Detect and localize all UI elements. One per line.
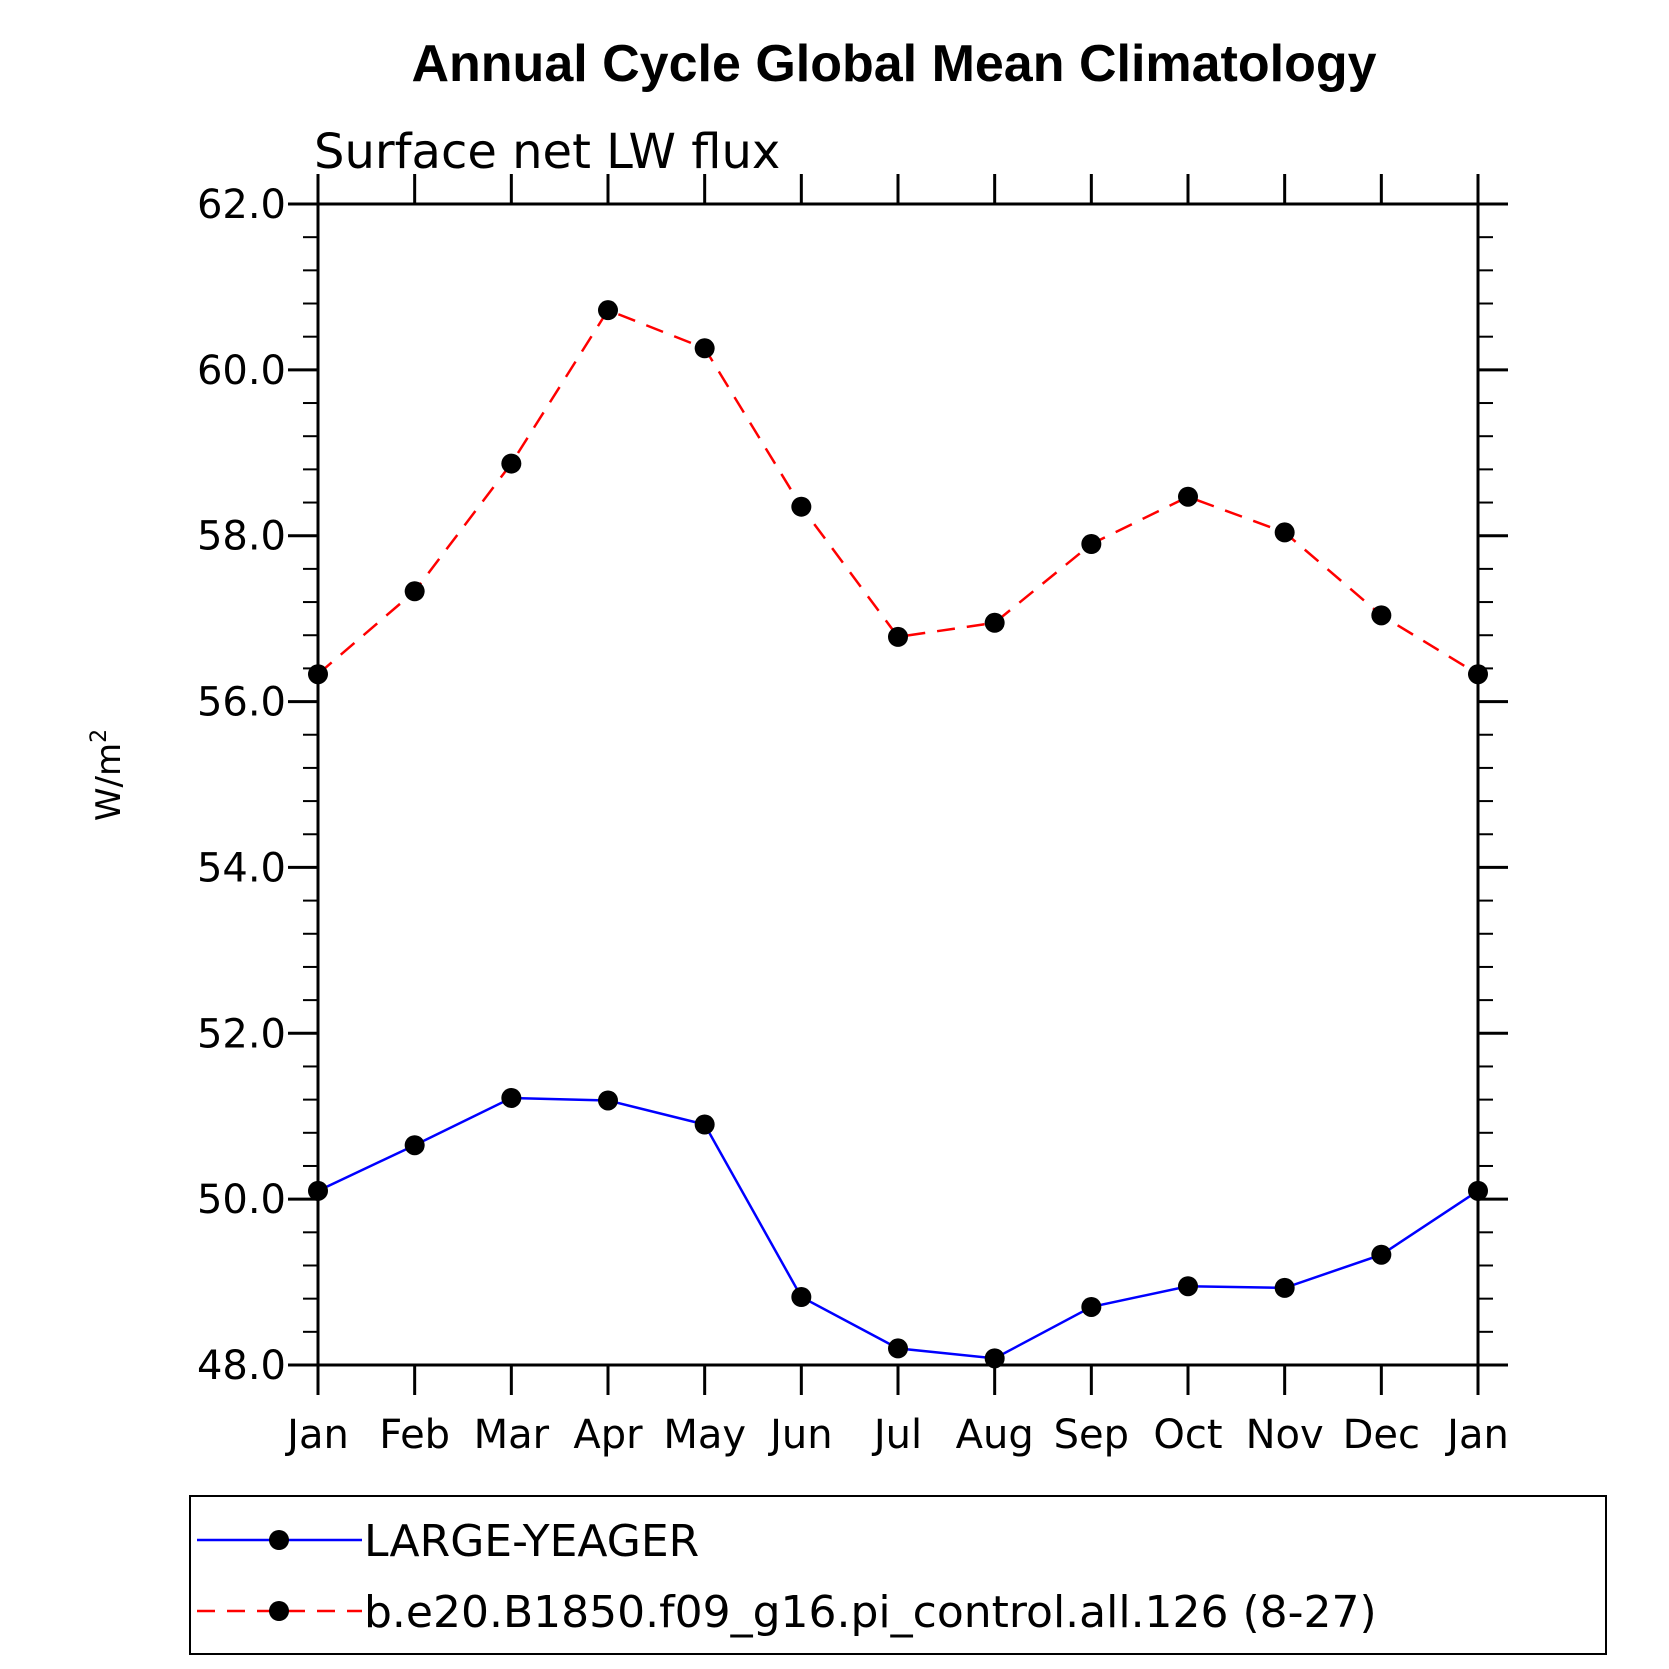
x-tick-label: May xyxy=(663,1412,746,1458)
x-tick-label: Oct xyxy=(1153,1412,1222,1458)
series-0-point xyxy=(501,1087,522,1108)
x-tick-label: Nov xyxy=(1246,1412,1324,1458)
legend-marker-pi-control xyxy=(269,1601,289,1621)
x-tick-label: Feb xyxy=(379,1412,450,1458)
legend-label-large-yeager: LARGE-YEAGER xyxy=(364,1516,699,1567)
x-tick-label: Apr xyxy=(573,1412,643,1458)
series-0-point xyxy=(598,1090,618,1111)
legend-box xyxy=(189,1495,1607,1655)
series-0-point xyxy=(984,1348,1005,1369)
series-1-point xyxy=(791,496,812,517)
y-tick-label: 56.0 xyxy=(197,680,286,726)
y-tick-label: 48.0 xyxy=(197,1343,286,1389)
series-0-point xyxy=(404,1135,425,1156)
series-1-point xyxy=(888,626,908,647)
series-0-point xyxy=(1371,1244,1392,1265)
series-1-point xyxy=(1081,534,1102,555)
series-1-point xyxy=(1274,522,1295,543)
series-1-point xyxy=(694,338,715,359)
plot-frame xyxy=(316,202,1480,1367)
series-1-point xyxy=(1178,486,1198,507)
series-0-point xyxy=(1178,1276,1198,1297)
y-axis-label: W/m2 xyxy=(87,729,129,821)
series-0-point xyxy=(1274,1277,1295,1298)
x-tick-label: Dec xyxy=(1343,1412,1420,1458)
y-tick-label: 60.0 xyxy=(197,348,286,394)
series-1-point xyxy=(1468,664,1488,685)
series-0-point xyxy=(1081,1296,1102,1317)
series-0-point xyxy=(791,1286,812,1307)
series-line-0 xyxy=(317,1096,1479,1360)
y-tick-label: 58.0 xyxy=(197,514,286,560)
x-tick-label: Jan xyxy=(1444,1412,1509,1458)
y-tick-label: 52.0 xyxy=(197,1011,286,1057)
series-1-point xyxy=(598,300,618,321)
series-layer xyxy=(308,300,1488,1369)
axes: 48.0 50.0 52.0 54.0 56.0 58.0 60.0 62.0 Jan Feb Ma… xyxy=(197,174,1509,1458)
legend-label-pi-control: b.e20.B1850.f09_g16.pi_control.all.126 (… xyxy=(364,1587,1377,1638)
legend: LARGE-YEAGER b.e20.B1850.f09_g16.pi_cont… xyxy=(197,1516,1377,1638)
y-tick-label: 62.0 xyxy=(197,182,286,228)
series-0-point xyxy=(308,1180,328,1201)
x-tick-label: Aug xyxy=(956,1412,1034,1458)
series-line-1 xyxy=(317,308,1479,676)
legend-marker-large-yeager xyxy=(269,1530,289,1550)
x-tick-label: Jul xyxy=(871,1412,922,1458)
series-1-point xyxy=(501,453,522,474)
chart-title: Annual Cycle Global Mean Climatology xyxy=(411,35,1376,93)
x-tick-label: Jan xyxy=(284,1412,349,1458)
series-1-point xyxy=(308,664,328,685)
series-0-point xyxy=(888,1338,908,1359)
series-0-point xyxy=(1468,1180,1488,1201)
series-1-point xyxy=(984,612,1005,633)
y-tick-label: 50.0 xyxy=(197,1177,286,1223)
x-tick-label: Jun xyxy=(767,1412,833,1458)
y-tick-label: 54.0 xyxy=(197,845,286,891)
x-tick-label: Mar xyxy=(474,1412,550,1458)
series-1-point xyxy=(404,581,425,602)
chart-subtitle: Surface net LW flux xyxy=(314,124,780,180)
x-tick-label: Sep xyxy=(1054,1412,1129,1458)
series-0-point xyxy=(694,1114,715,1135)
series-1-point xyxy=(1371,605,1392,626)
